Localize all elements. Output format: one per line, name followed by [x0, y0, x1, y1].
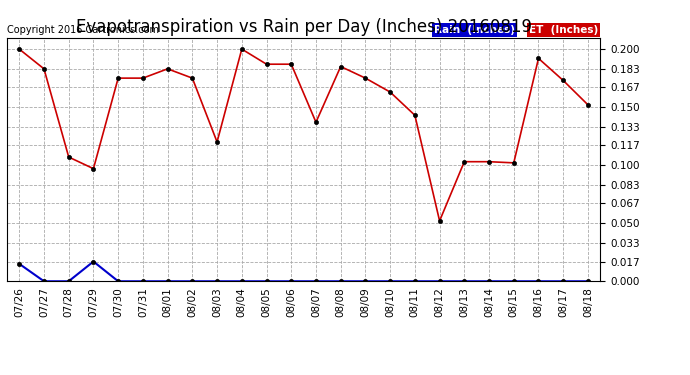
Text: Rain  (Inches): Rain (Inches): [434, 25, 515, 35]
Text: ET  (Inches): ET (Inches): [529, 25, 598, 35]
Title: Evapotranspiration vs Rain per Day (Inches) 20160819: Evapotranspiration vs Rain per Day (Inch…: [76, 18, 531, 36]
Text: Copyright 2016 Cartronics.com: Copyright 2016 Cartronics.com: [7, 25, 159, 35]
